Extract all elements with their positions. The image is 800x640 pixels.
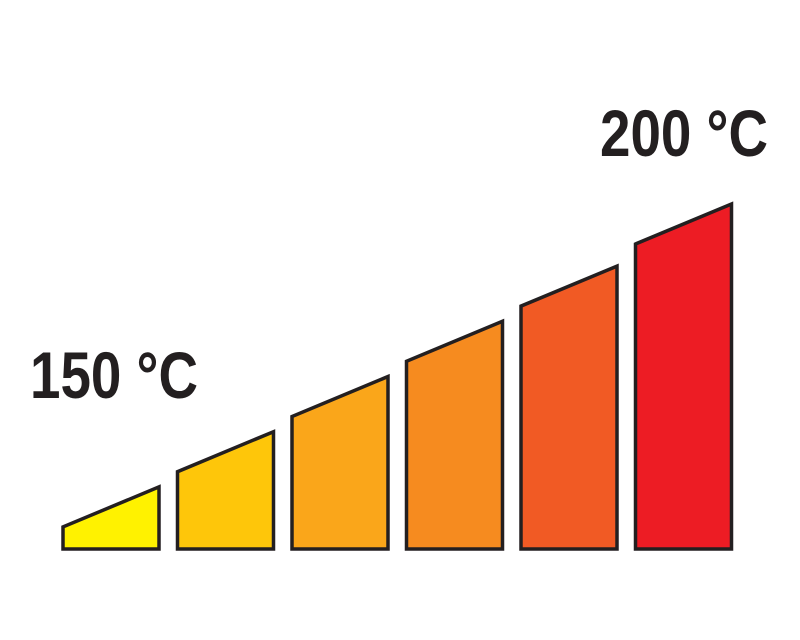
temperature-step-6 [633,201,734,551]
low-temperature-label: 150 °C [30,338,198,412]
steps-group [61,201,734,551]
temperature-step-3 [290,373,390,551]
temperature-step-5 [519,263,619,551]
temperature-step-2 [175,429,276,551]
temperature-step-4 [404,318,505,551]
high-temperature-label: 200 °C [600,96,768,170]
temperature-step-1 [61,484,161,551]
